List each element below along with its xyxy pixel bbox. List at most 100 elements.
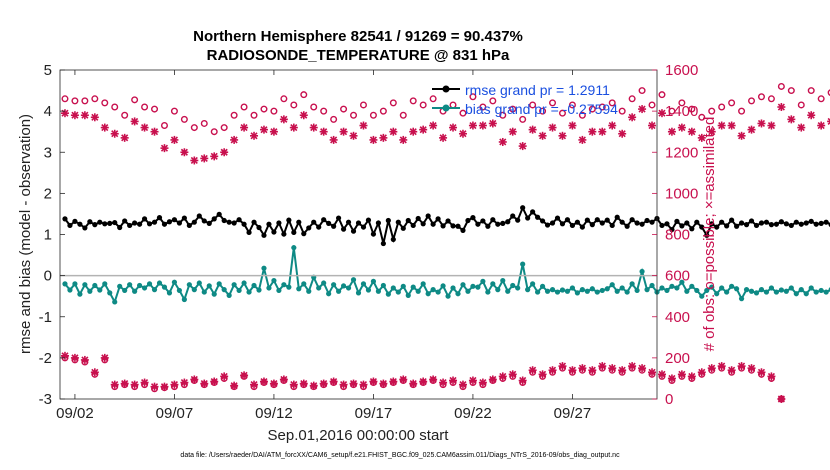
bias-point — [206, 283, 212, 289]
bias-point — [226, 292, 232, 298]
bias-point — [301, 281, 307, 287]
bias-point — [395, 289, 401, 295]
bias-point — [679, 279, 685, 285]
obs-assimilated-point — [518, 142, 527, 151]
obs-assimilated-low-point — [329, 377, 338, 386]
obs-possible-point — [568, 101, 576, 109]
obs-assimilated-point — [309, 123, 318, 132]
obs-assimilated-low-point — [638, 364, 647, 373]
bias-point — [564, 288, 571, 294]
bias-point — [609, 282, 615, 288]
bias-point — [669, 283, 675, 289]
obs-assimilated-low-point — [150, 382, 159, 391]
obs-assimilated-point — [667, 127, 676, 136]
bias-point — [599, 287, 605, 294]
y-left-tick-label: 0 — [44, 268, 52, 285]
obs-assimilated-point — [797, 123, 806, 132]
bias-point — [340, 283, 347, 289]
obs-possible-point — [250, 111, 258, 119]
obs-assimilated-point — [70, 111, 79, 120]
rmse-point — [226, 219, 232, 225]
bias-point — [256, 287, 262, 293]
rmse-point — [435, 216, 441, 222]
bias-point — [92, 282, 98, 289]
obs-assimilated-low-point — [568, 366, 577, 375]
rmse-point — [291, 229, 297, 236]
bias-point — [410, 284, 416, 290]
rmse-point — [738, 220, 745, 226]
y-left-tick-label: -3 — [39, 391, 52, 408]
obs-possible-point — [220, 124, 228, 132]
data-file-footnote: data file: /Users/raeder/DAI/ATM_forcXX/… — [180, 452, 620, 459]
bias-point — [639, 268, 645, 275]
rmse-point — [82, 225, 88, 231]
bias-point — [87, 288, 93, 294]
bias-point — [773, 289, 780, 295]
obs-assimilated-low-point — [588, 366, 597, 375]
bias-point — [778, 287, 784, 293]
obs-assimilated-low-point — [598, 362, 607, 371]
rmse-point — [704, 232, 710, 238]
rmse-point — [694, 219, 700, 225]
obs-possible-point — [419, 101, 427, 109]
bias-point — [176, 287, 182, 294]
rmse-point — [241, 221, 247, 227]
rmse-point — [440, 223, 446, 229]
obs-assimilated-point — [100, 123, 109, 132]
obs-assimilated-point — [588, 127, 597, 136]
obs-possible-point — [111, 103, 119, 111]
bias-point — [430, 287, 436, 293]
rmse-point — [679, 223, 685, 229]
obs-assimilated-low-point — [578, 364, 587, 373]
bias-point — [664, 287, 670, 294]
obs-assimilated-low-point — [309, 381, 318, 390]
bias-point — [67, 287, 73, 293]
bias-point — [544, 288, 551, 294]
obs-possible-point — [827, 89, 830, 96]
obs-assimilated-point — [747, 125, 756, 134]
obs-assimilated-low-point — [767, 372, 776, 381]
bias-point — [808, 285, 814, 291]
rmse-point — [684, 220, 690, 226]
obs-assimilated-point — [538, 131, 547, 140]
y-right-tick-label: 200 — [665, 350, 690, 367]
legend-bias-marker — [442, 104, 450, 112]
rmse-point — [156, 215, 163, 221]
bias-point — [455, 291, 461, 297]
bias-point — [156, 280, 163, 286]
obs-possible-point — [240, 103, 248, 111]
rmse-point — [743, 222, 750, 228]
rmse-point — [410, 222, 416, 229]
rmse-point — [579, 224, 585, 230]
bias-point — [604, 286, 610, 292]
rmse-point — [271, 229, 277, 235]
y-left-tick-label: 5 — [44, 62, 52, 79]
rmse-point — [355, 220, 362, 226]
bias-point — [82, 282, 88, 288]
rmse-point — [793, 219, 799, 225]
bias-point — [117, 283, 123, 289]
rmse-point — [510, 213, 516, 219]
bias-point — [161, 284, 168, 290]
obs-possible-point — [698, 113, 706, 121]
rmse-point — [485, 223, 491, 229]
bias-point — [584, 288, 590, 294]
obs-possible-point — [389, 99, 397, 107]
obs-assimilated-point — [638, 105, 647, 114]
obs-assimilated-point — [628, 113, 637, 122]
obs-assimilated-low-point — [190, 375, 199, 384]
obs-possible-point — [71, 97, 79, 105]
bias-point — [102, 281, 108, 287]
bias-point — [475, 284, 481, 290]
obs-assimilated-low-point — [478, 378, 487, 387]
obs-assimilated-low-point — [210, 377, 219, 386]
obs-assimilated-point — [399, 135, 408, 144]
obs-assimilated-point — [657, 109, 666, 118]
bias-point — [146, 281, 153, 287]
legend-bias-label: bias grand pr = -0.27594 — [465, 101, 618, 117]
bias-point — [321, 280, 327, 286]
obs-assimilated-point — [439, 133, 448, 142]
obs-assimilated-low-point — [200, 379, 209, 388]
rmse-point — [191, 219, 197, 225]
bias-point — [624, 289, 630, 295]
